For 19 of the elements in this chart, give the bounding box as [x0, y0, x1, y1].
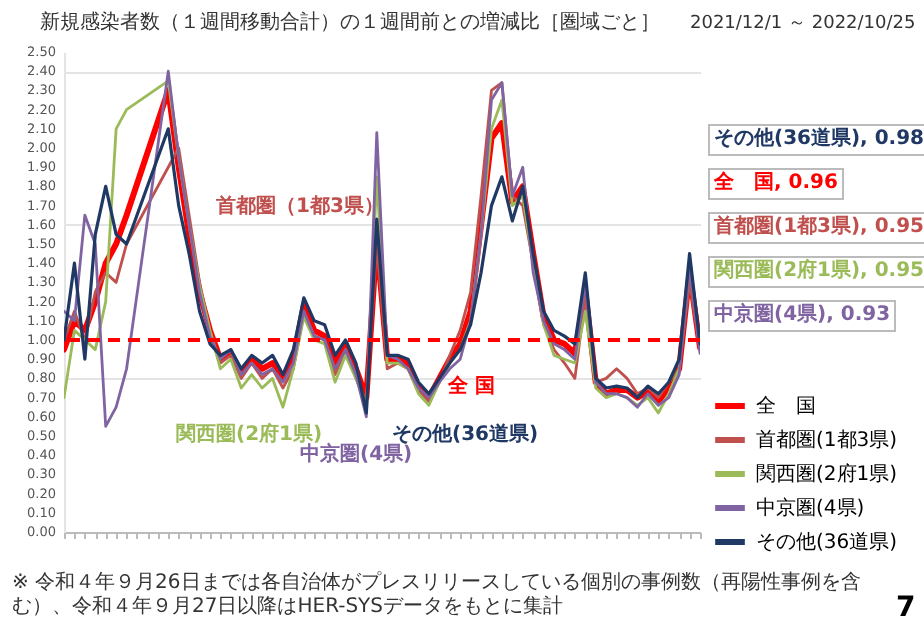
text: 関西圏(2府1県), 0.95 — [708, 256, 924, 287]
annotation: 首都圏（1都3県） — [216, 196, 384, 219]
annotation: その他(36道県) — [392, 424, 539, 446]
text: 全 国, 0.96 — [708, 168, 844, 199]
annotation: 中京圏(4県) — [300, 444, 413, 467]
text: ※ 令和４年９月26日までは各自治体がプレスリリースしている個別の事例数（再陽性事例を含む）、令和４年９月27日以降はHER-SYSデータをもとに集計 — [12, 572, 863, 618]
annotation: 関西圏(2府1県) — [176, 424, 323, 446]
legend-label: 関西圏(2府1県) — [756, 462, 898, 486]
legend-label: 首都圏(1都3県) — [756, 428, 898, 452]
annotation: 全 国 — [448, 376, 495, 399]
text: 2021/12/1 ～ 2022/10/25 — [690, 14, 916, 35]
legend-label: その他(36道県) — [756, 530, 898, 554]
chart-title: 新規感染者数（１週間移動合計）の１週間前との増減比［圏域ごと］ — [40, 12, 660, 35]
text: その他(36道県), 0.98 — [708, 124, 924, 155]
legend-label: 全 国 — [756, 394, 816, 418]
legend-label: 中京圏(4県) — [756, 496, 865, 520]
text: 中京圏(4県), 0.93 — [708, 300, 897, 331]
text: 首都圏(1都3県), 0.95 — [708, 212, 924, 243]
text: 7 — [896, 592, 916, 625]
